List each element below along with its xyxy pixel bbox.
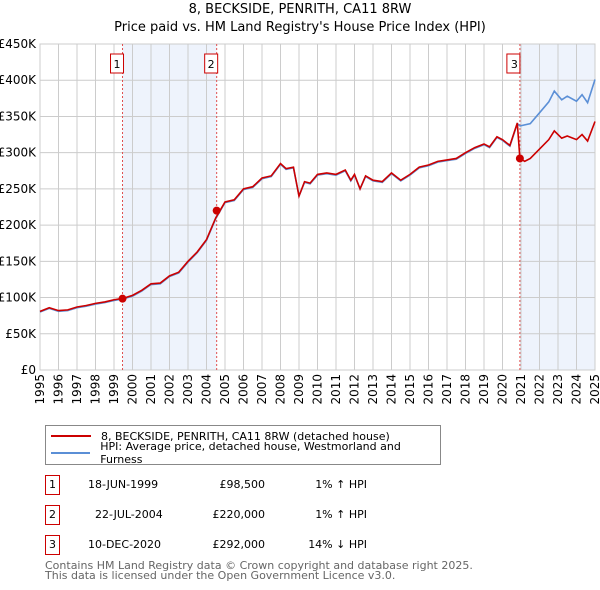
sale-date: 18-JUN-1999 — [88, 478, 159, 491]
x-tick-label: 2012 — [348, 374, 362, 405]
y-tick-label: £150K — [0, 254, 37, 268]
legend-line-property — [51, 435, 91, 437]
y-tick-label: £0 — [21, 363, 36, 377]
x-tick-label: 2008 — [274, 374, 288, 405]
shaded-period — [519, 44, 595, 370]
x-tick-label: 1995 — [33, 374, 47, 405]
sale-number-badge: 3 — [45, 535, 60, 555]
sale-price: £292,000 — [212, 538, 266, 551]
x-tick-label: 2013 — [366, 374, 380, 405]
x-tick-label: 2010 — [311, 374, 325, 405]
footer: Contains HM Land Registry data © Crown c… — [45, 559, 473, 582]
y-tick-label: £200K — [0, 218, 37, 232]
plot-frame — [39, 43, 596, 371]
x-tick-label: 2009 — [292, 374, 306, 405]
x-tick-label: 2018 — [459, 374, 473, 405]
sale-number-badge: 2 — [45, 505, 60, 525]
sale-price: £220,000 — [212, 508, 266, 521]
legend-label-hpi: HPI: Average price, detached house, West… — [100, 440, 401, 466]
sale-number-badge: 1 — [45, 475, 60, 495]
x-tick-label: 1998 — [89, 374, 103, 405]
legend-line-hpi — [51, 452, 91, 454]
x-tick-label: 2005 — [218, 374, 232, 405]
chart-title: 8, BECKSIDE, PENRITH, CA11 8RW — [188, 2, 412, 17]
price-chart: £0 £50K £100K £150K £200K £250K £300K £350K £400… — [0, 37, 600, 405]
y-tick-label: £100K — [0, 291, 37, 305]
x-tick-label: 2023 — [551, 374, 565, 405]
sale-marker-box — [506, 53, 521, 74]
sale-hpi-diff: 1% ↑ HPI — [315, 508, 367, 521]
x-tick-label: 2025 — [588, 374, 600, 405]
sale-marker-box — [110, 53, 125, 74]
footer-line-2: This data is licensed under the Open Gov… — [45, 569, 396, 582]
sale-row: 1 18-JUN-1999 £98,500 1% ↑ HPI — [45, 475, 445, 495]
legend-label-property: 8, BECKSIDE, PENRITH, CA11 8RW (detached… — [101, 429, 390, 443]
legend: 8, BECKSIDE, PENRITH, CA11 8RW (detached… — [45, 425, 441, 466]
y-tick-label: £50K — [5, 327, 37, 341]
y-tick-label: £250K — [0, 182, 37, 196]
sale-marker-label: 3 — [511, 58, 518, 71]
y-tick-label: £300K — [0, 146, 37, 160]
sale-price: £98,500 — [219, 478, 266, 491]
chart-subtitle: Price paid vs. HM Land Registry's House … — [114, 20, 486, 35]
series-line — [39, 121, 596, 313]
x-tick-label: 2024 — [570, 374, 584, 405]
x-tick-label: 2011 — [329, 374, 343, 405]
x-tick-label: 1997 — [70, 374, 84, 405]
x-tick-label: 2020 — [496, 374, 510, 405]
sale-date: 22-JUL-2004 — [95, 508, 163, 521]
x-tick-label: 2014 — [385, 374, 399, 405]
sale-point — [212, 206, 221, 215]
sale-row: 3 10-DEC-2020 £292,000 14% ↓ HPI — [45, 535, 445, 555]
x-tick-label: 2021 — [514, 374, 528, 405]
x-tick-label: 2003 — [181, 374, 195, 405]
x-tick-label: 2007 — [255, 374, 269, 405]
x-tick-label: 2016 — [422, 374, 436, 405]
x-tick-label: 1999 — [107, 374, 121, 405]
x-tick-label: 2000 — [126, 374, 140, 405]
x-tick-label: 2022 — [533, 374, 547, 405]
sale-hpi-diff: 14% ↓ HPI — [308, 538, 367, 551]
sale-marker-label: 2 — [208, 58, 215, 71]
sale-point — [515, 154, 524, 163]
y-tick-label: £350K — [0, 109, 37, 123]
x-tick-label: 2001 — [144, 374, 158, 405]
x-tick-label: 1996 — [52, 374, 66, 405]
y-tick-label: £450K — [0, 37, 37, 51]
y-tick-label: £400K — [0, 73, 37, 87]
sale-date: 10-DEC-2020 — [88, 538, 162, 551]
sale-row: 2 22-JUL-2004 £220,000 1% ↑ HPI — [45, 505, 445, 525]
x-tick-label: 2015 — [403, 374, 417, 405]
sale-point — [118, 294, 127, 303]
footer-line-1: Contains HM Land Registry data © Crown c… — [45, 559, 473, 572]
x-tick-label: 2017 — [440, 374, 454, 405]
x-tick-label: 2019 — [477, 374, 491, 405]
sale-hpi-diff: 1% ↑ HPI — [315, 478, 367, 491]
x-tick-label: 2004 — [200, 374, 214, 405]
sale-marker-box — [204, 53, 219, 74]
sale-marker-label: 1 — [114, 58, 121, 71]
x-tick-label: 2006 — [237, 374, 251, 405]
x-tick-label: 2002 — [163, 374, 177, 405]
